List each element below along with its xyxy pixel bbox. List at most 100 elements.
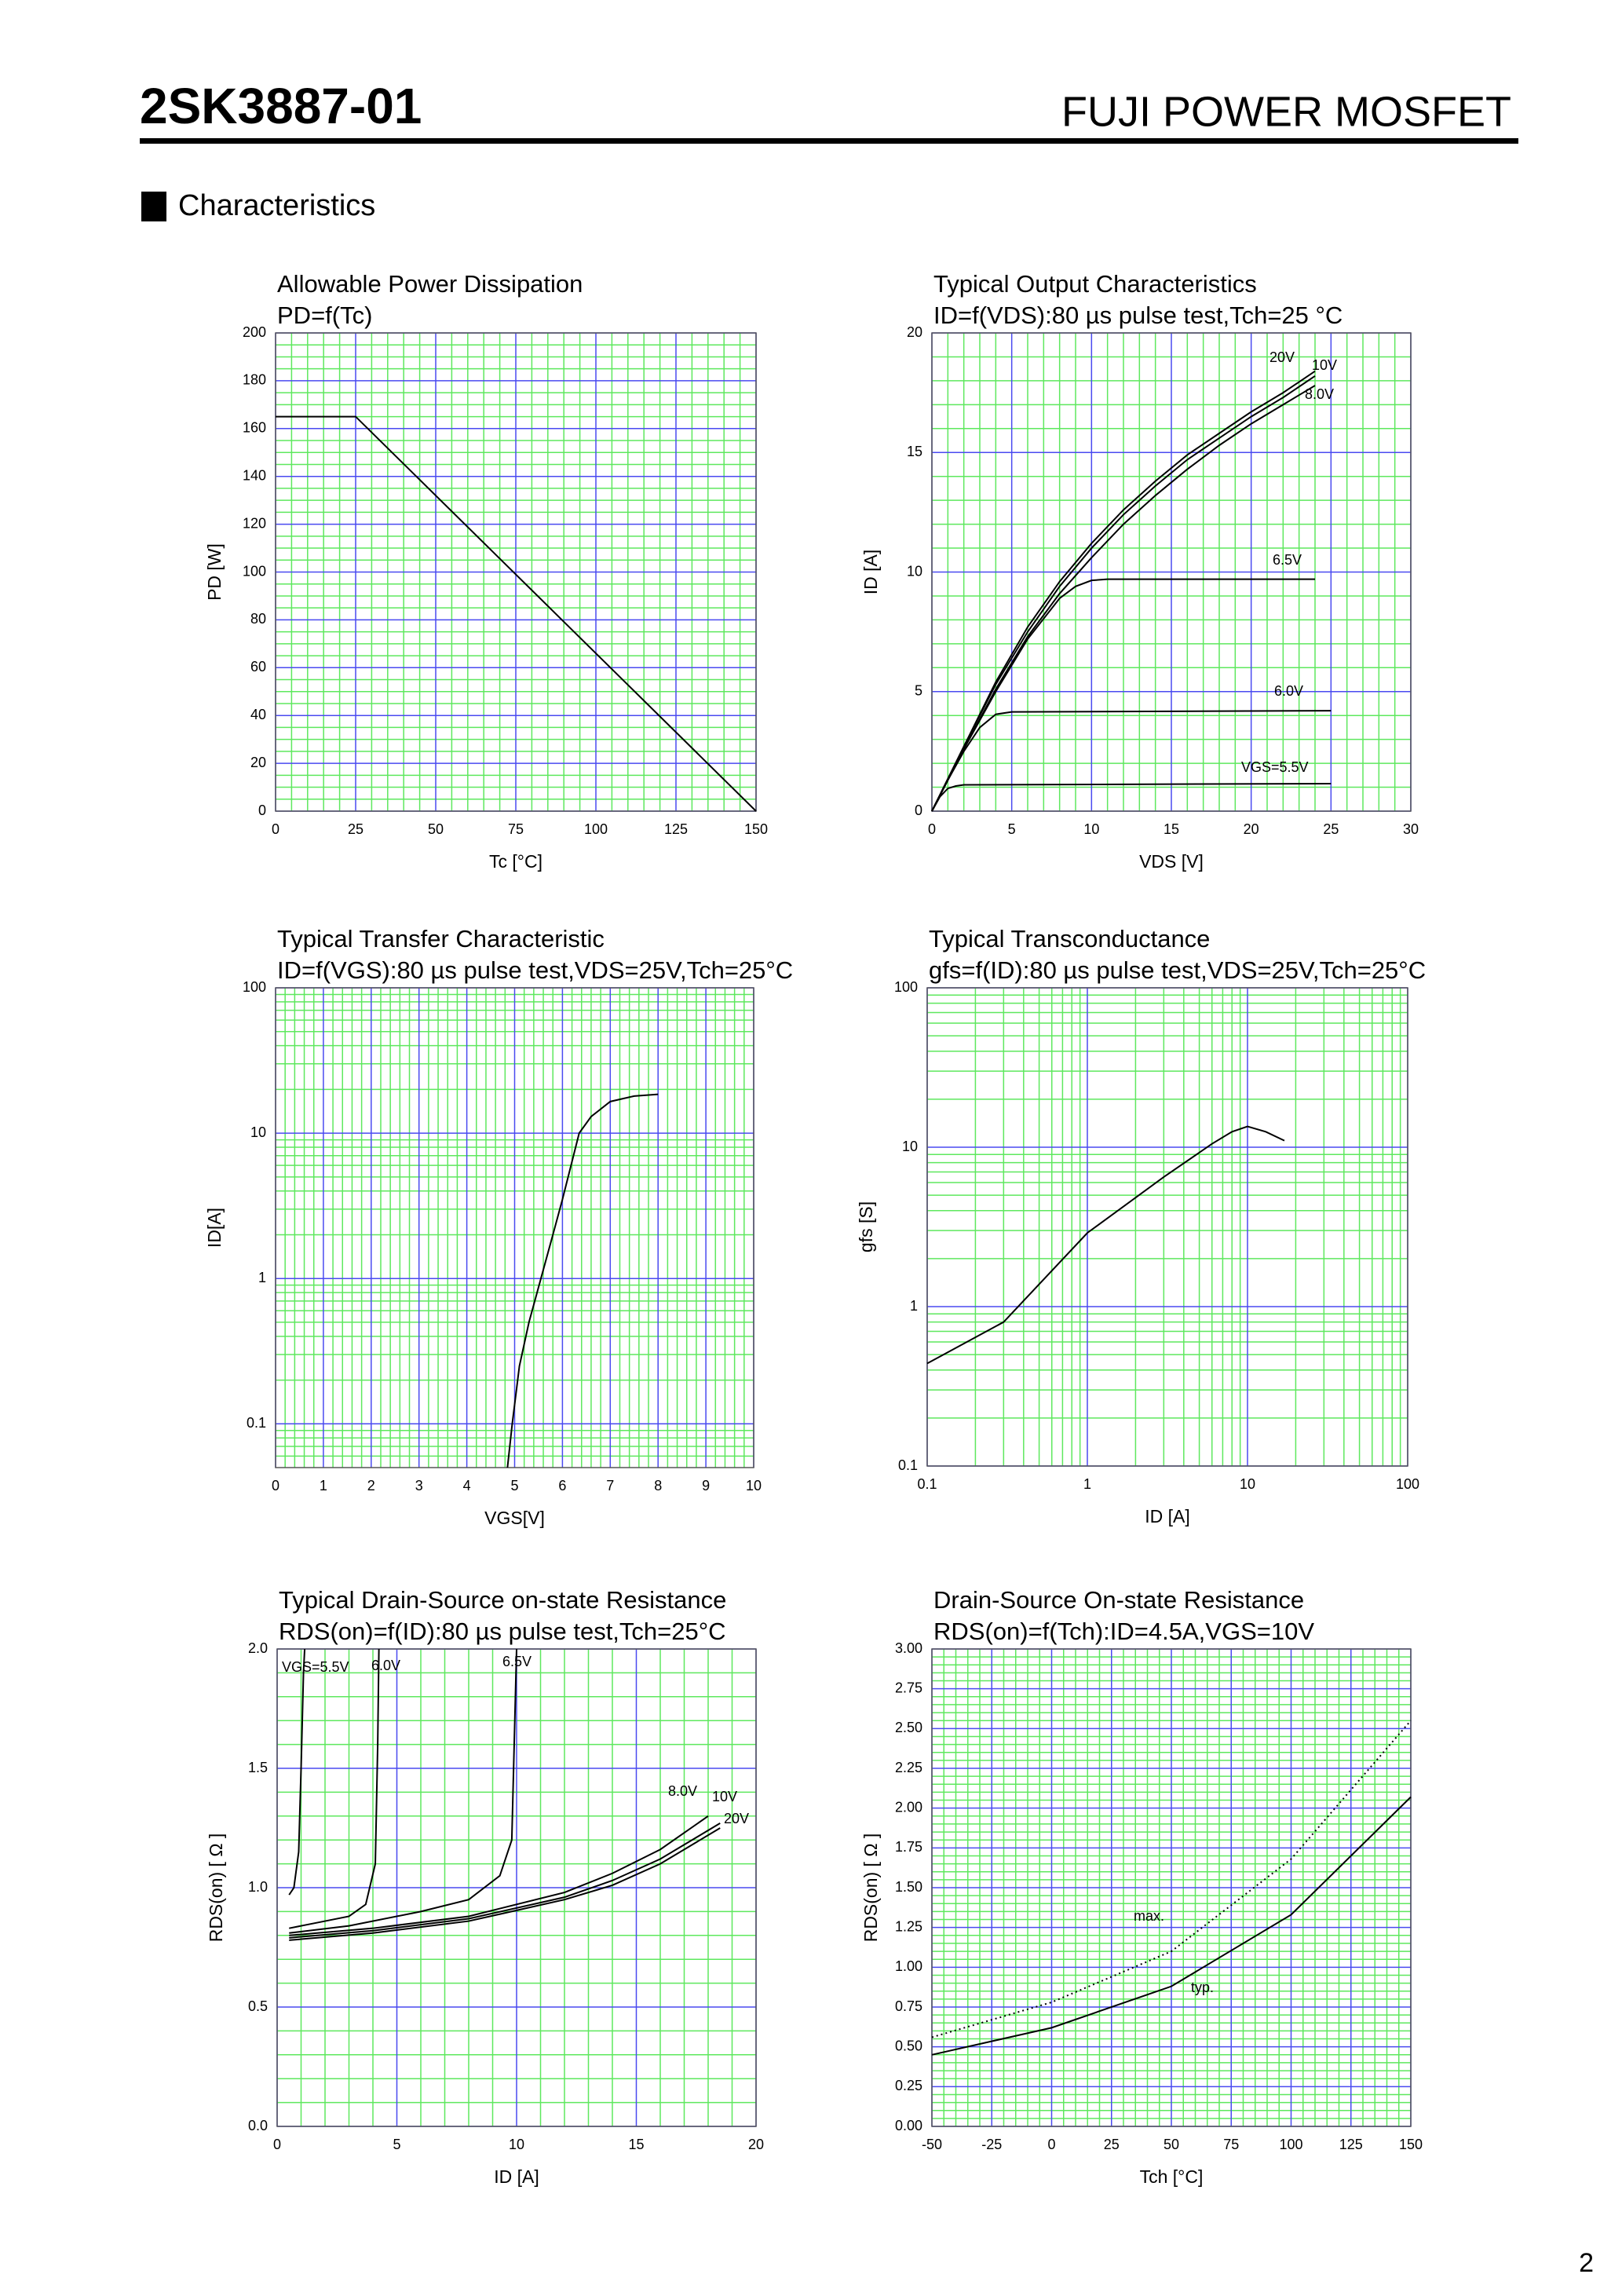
series-label: typ.	[1191, 1980, 1214, 1995]
y-tick-label: 100	[894, 979, 918, 995]
data-line	[289, 1815, 709, 1936]
chart-title: Allowable Power Dissipation	[277, 270, 583, 298]
x-tick-label: 5	[1008, 821, 1016, 837]
y-tick-label: 0.0	[248, 2118, 268, 2133]
y-tick-label: 40	[250, 707, 266, 722]
x-tick-label: 9	[702, 1478, 710, 1493]
series-label: 8.0V	[668, 1783, 697, 1799]
x-tick-label: 25	[1104, 2137, 1120, 2152]
plot-frame	[275, 332, 757, 812]
data-line	[931, 385, 1316, 812]
x-axis-label: VGS[V]	[484, 1508, 545, 1528]
x-axis-label: Tc [°C]	[489, 851, 542, 872]
x-tick-label: 125	[664, 821, 688, 837]
section-marker	[141, 192, 166, 221]
y-tick-label: 1.00	[895, 1958, 922, 1974]
x-tick-label: 0	[928, 821, 936, 837]
y-tick-label: 1.25	[895, 1918, 922, 1934]
y-tick-label: 20	[250, 755, 266, 770]
chart-subtitle: PD=f(Tc)	[277, 302, 372, 329]
x-tick-label: 1	[1083, 1476, 1091, 1492]
y-tick-label: 1.75	[895, 1839, 922, 1855]
section-title: Characteristics	[178, 189, 375, 222]
x-tick-label: 8	[654, 1478, 662, 1493]
series-label: 20V	[1269, 349, 1295, 365]
x-axis-label: ID [A]	[494, 2166, 539, 2187]
data-line	[289, 1648, 517, 1934]
y-tick-label: 10	[250, 1124, 266, 1140]
data-line	[288, 1648, 306, 1896]
x-tick-label: 10	[1083, 821, 1099, 837]
y-tick-label: 0.75	[895, 1998, 922, 2014]
x-axis-label: Tch [°C]	[1140, 2166, 1204, 2187]
plot-frame	[931, 332, 1412, 812]
data-line	[276, 415, 757, 812]
y-tick-label: 120	[243, 515, 266, 531]
y-axis-label: RDS(on) [ Ω ]	[206, 1834, 226, 1943]
data-line	[289, 1823, 721, 1939]
y-tick-label: 100	[243, 979, 266, 995]
x-tick-label: 0	[1047, 2137, 1055, 2152]
x-tick-label: 15	[628, 2137, 644, 2152]
y-tick-label: 2.75	[895, 1680, 922, 1695]
y-tick-label: 2.00	[895, 1799, 922, 1815]
y-tick-label: 20	[907, 324, 922, 340]
series-label: 6.5V	[1273, 552, 1302, 568]
y-tick-label: 10	[902, 1139, 918, 1154]
part-number: 2SK3887-01	[140, 78, 422, 134]
y-tick-label: 0.00	[895, 2118, 922, 2133]
x-tick-label: -50	[922, 2137, 942, 2152]
y-tick-label: 60	[250, 659, 266, 675]
series-label: 6.0V	[1274, 683, 1303, 699]
y-tick-label: 0	[915, 803, 922, 818]
chart-subtitle: RDS(on)=f(Tch):ID=4.5A,VGS=10V	[933, 1618, 1314, 1645]
x-tick-label: 150	[1399, 2137, 1423, 2152]
x-tick-label: 30	[1403, 821, 1419, 837]
y-tick-label: 2.50	[895, 1720, 922, 1735]
series-label: max.	[1134, 1908, 1164, 1924]
x-tick-label: 0.1	[917, 1476, 937, 1492]
y-axis-label: PD [W]	[204, 543, 225, 601]
x-tick-label: 4	[463, 1478, 471, 1493]
chart-title: Drain-Source On-state Resistance	[933, 1586, 1304, 1614]
series-label: VGS=5.5V	[1241, 759, 1309, 775]
product-family: FUJI POWER MOSFET	[1061, 88, 1511, 135]
data-line	[931, 1720, 1412, 2038]
series-label: 10V	[1312, 357, 1337, 373]
series-label: VGS=5.5V	[282, 1659, 349, 1675]
x-tick-label: 100	[584, 821, 608, 837]
data-line	[289, 1827, 721, 1941]
series-label: 20V	[724, 1811, 749, 1826]
x-tick-label: 100	[1396, 1476, 1419, 1492]
y-tick-label: 0.25	[895, 2078, 922, 2093]
data-line	[931, 1796, 1412, 2056]
chart-subtitle: ID=f(VGS):80 µs pulse test,VDS=25V,Tch=2…	[277, 956, 793, 984]
y-tick-label: 0.1	[247, 1415, 266, 1431]
x-tick-label: 75	[508, 821, 524, 837]
x-tick-label: 0	[273, 2137, 281, 2152]
series-label: 6.0V	[371, 1658, 400, 1673]
chart-title: Typical Drain-Source on-state Resistance	[279, 1586, 726, 1614]
y-tick-label: 0	[258, 803, 266, 818]
y-axis-label: ID [A]	[860, 550, 881, 595]
y-tick-label: 0.50	[895, 2038, 922, 2053]
y-tick-label: 180	[243, 372, 266, 388]
y-axis-label: ID[A]	[204, 1208, 225, 1248]
series-label: 8.0V	[1305, 386, 1334, 402]
y-tick-label: 160	[243, 420, 266, 436]
y-tick-label: 10	[907, 563, 922, 579]
y-tick-label: 200	[243, 324, 266, 340]
x-axis-label: ID [A]	[1145, 1506, 1190, 1526]
x-tick-label: 20	[1244, 821, 1259, 837]
y-tick-label: 100	[243, 563, 266, 579]
x-tick-label: 50	[1164, 2137, 1179, 2152]
y-axis-label: RDS(on) [ Ω ]	[860, 1834, 881, 1943]
x-tick-label: 25	[1323, 821, 1339, 837]
x-axis-label: VDS [V]	[1139, 851, 1204, 872]
data-line	[506, 1093, 659, 1468]
page-number: 2	[1579, 2248, 1594, 2278]
chart-title: Typical Transfer Characteristic	[277, 925, 605, 952]
chart-subtitle: RDS(on)=f(ID):80 µs pulse test,Tch=25°C	[279, 1618, 726, 1645]
